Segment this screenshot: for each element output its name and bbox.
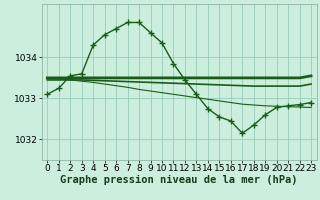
X-axis label: Graphe pression niveau de la mer (hPa): Graphe pression niveau de la mer (hPa) xyxy=(60,175,298,185)
